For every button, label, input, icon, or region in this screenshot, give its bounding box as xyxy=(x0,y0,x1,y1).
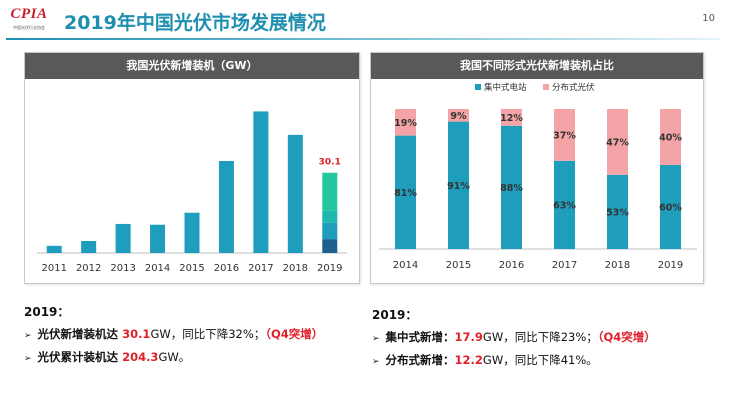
x-tick-label: 2014 xyxy=(145,263,170,274)
title-divider xyxy=(6,38,720,40)
arrow-bullet-icon: ➢ xyxy=(372,357,380,367)
stacked-bar-segment xyxy=(448,109,469,122)
stacked-bar-segment xyxy=(660,165,681,249)
page-number: 10 xyxy=(702,13,715,24)
bullet-label: 分布式新增： xyxy=(385,353,455,367)
bullet-unit: GW。 xyxy=(158,350,191,364)
stacked-bar-segment xyxy=(501,109,522,126)
x-tick-label: 2012 xyxy=(76,263,101,274)
bar xyxy=(253,111,269,254)
x-tick-label: 2015 xyxy=(446,260,471,271)
bar-segment-q4 xyxy=(322,172,338,211)
data-label: 81% xyxy=(394,188,417,199)
left-summary-bullet-1: ➢ 光伏新增装机达 30.1GW，同比下降32%；（Q4突增） xyxy=(24,326,323,342)
data-label: 19% xyxy=(394,118,417,129)
stacked-bar-segment xyxy=(660,109,681,165)
data-label: 37% xyxy=(553,130,576,141)
legend-label: 分布式光伏 xyxy=(552,82,595,93)
stacked-bar-segment xyxy=(554,160,575,249)
data-label: 60% xyxy=(659,203,682,214)
stacked-bar-segment xyxy=(395,109,416,136)
logo-text: CPIA xyxy=(10,6,48,22)
bar xyxy=(81,241,97,253)
bullet-value: 12.2 xyxy=(454,353,483,367)
x-tick-label: 2016 xyxy=(214,263,239,274)
data-label: 9% xyxy=(450,111,467,122)
chart-title: 我国光伏新增装机（GW） xyxy=(25,53,359,79)
bullet-unit: GW，同比下降32%； xyxy=(150,327,266,341)
x-tick-label: 2019 xyxy=(658,260,683,271)
stacked-bar-segment xyxy=(395,135,416,249)
x-tick-label: 2015 xyxy=(179,263,204,274)
bar xyxy=(218,161,234,253)
share-by-type-chart: 集中式电站 分布式光伏 81% 19% 2014 91% 9% 2015 88% 12% 2016 6… xyxy=(379,82,697,271)
new-installations-chart-panel: 我国光伏新增装机（GW） 2011 2012 2013 2014 2015 2016 201… xyxy=(24,52,360,284)
x-tick-label: 2019 xyxy=(317,263,342,274)
data-label: 40% xyxy=(659,133,682,144)
bar-segment-q3 xyxy=(322,210,338,223)
stacked-bar-segment xyxy=(607,174,628,249)
data-label: 53% xyxy=(606,207,629,218)
legend-swatch xyxy=(543,84,549,90)
bullet-value: 17.9 xyxy=(454,330,483,344)
stacked-bar-segment xyxy=(554,109,575,161)
chart-title: 我国不同形式光伏新增装机占比 xyxy=(371,53,703,79)
data-label: 91% xyxy=(447,181,470,192)
bullet-note: （Q4突增） xyxy=(265,327,324,341)
legend-label: 集中式电站 xyxy=(484,82,527,93)
bar xyxy=(150,224,166,253)
arrow-bullet-icon: ➢ xyxy=(372,334,380,344)
data-label: 63% xyxy=(553,200,576,211)
bullet-label: 光伏新增装机达 xyxy=(37,327,123,341)
right-summary-bullet-1: ➢ 集中式新增：17.9GW，同比下降23%；（Q4突增） xyxy=(372,329,656,345)
bullet-note: （Q4突增） xyxy=(597,330,656,344)
left-summary-year: 2019： xyxy=(24,305,70,319)
bullet-label: 集中式新增： xyxy=(385,330,455,344)
logo-subtext: 中国光伏行业协会 xyxy=(13,25,45,30)
left-summary-bullet-2: ➢ 光伏累计装机达 204.3GW。 xyxy=(24,349,190,365)
data-label: 47% xyxy=(606,137,629,148)
x-tick-label: 2017 xyxy=(552,260,577,271)
bullet-unit: GW，同比下降41%。 xyxy=(482,353,598,367)
stacked-bar-segment xyxy=(607,109,628,175)
arrow-bullet-icon: ➢ xyxy=(24,331,32,341)
bar xyxy=(184,212,200,253)
x-tick-label: 2016 xyxy=(499,260,524,271)
data-label: 88% xyxy=(500,183,523,194)
stacked-bar-segment xyxy=(448,121,469,249)
new-installations-chart: 2011 2012 2013 2014 2015 2016 2017 2018 30.1 2019 xyxy=(37,111,347,274)
bar xyxy=(287,134,303,253)
bar xyxy=(46,245,62,253)
x-tick-label: 2018 xyxy=(283,263,308,274)
x-tick-label: 2017 xyxy=(248,263,273,274)
page-title: 2019年中国光伏市场发展情况 xyxy=(64,12,326,34)
arrow-bullet-icon: ➢ xyxy=(24,354,32,364)
x-tick-label: 2014 xyxy=(393,260,418,271)
bullet-label: 光伏累计装机达 xyxy=(37,350,123,364)
bar-segment-q2 xyxy=(322,222,338,240)
right-summary-bullet-2: ➢ 分布式新增：12.2GW，同比下降41%。 xyxy=(372,352,598,368)
data-label: 12% xyxy=(500,113,523,124)
right-summary-year: 2019： xyxy=(372,308,418,322)
x-tick-label: 2018 xyxy=(605,260,630,271)
data-label: 30.1 xyxy=(319,158,341,168)
bar-segment-q1 xyxy=(322,239,338,253)
cpia-logo: CPIA 中国光伏行业协会 xyxy=(6,4,52,36)
x-tick-label: 2013 xyxy=(110,263,135,274)
bullet-value: 30.1 xyxy=(122,327,151,341)
bar xyxy=(115,223,131,253)
x-tick-label: 2011 xyxy=(41,263,66,274)
bullet-unit: GW，同比下降23%； xyxy=(482,330,598,344)
bullet-value: 204.3 xyxy=(122,350,159,364)
stacked-bar-segment xyxy=(501,125,522,249)
share-by-type-chart-panel: 我国不同形式光伏新增装机占比 集中式电站 分布式光伏 81% 19% 2014 91% 9%… xyxy=(370,52,704,284)
legend-swatch xyxy=(475,84,481,90)
